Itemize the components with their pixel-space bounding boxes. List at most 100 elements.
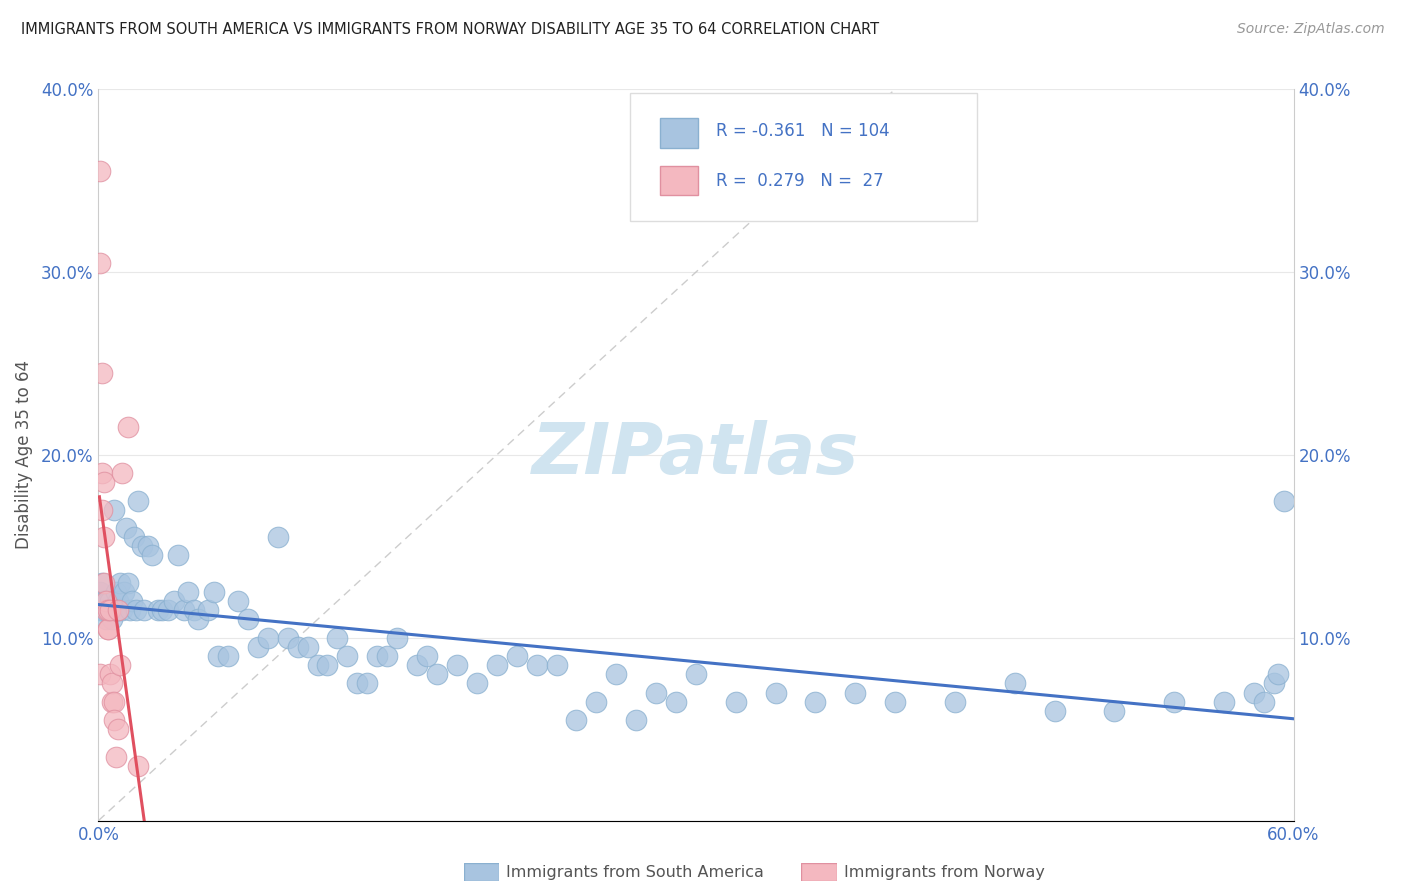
FancyBboxPatch shape [661, 166, 699, 195]
Point [125, 603, 148, 617]
FancyBboxPatch shape [630, 93, 977, 221]
Point [103, 603, 125, 617]
Point [110, 658, 132, 673]
Point [111, 466, 134, 480]
Point [101, 613, 124, 627]
Point [1253, 695, 1275, 709]
Point [366, 649, 388, 664]
Point [93, 603, 115, 617]
Point [256, 631, 278, 645]
Point [526, 658, 548, 673]
Point [150, 603, 173, 617]
Point [120, 603, 142, 617]
Point [97, 622, 120, 636]
Point [117, 420, 139, 434]
Point [426, 667, 449, 681]
Point [385, 631, 409, 645]
Point [97, 622, 120, 636]
Point [89, 667, 111, 681]
Point [236, 613, 259, 627]
Point [93, 576, 115, 591]
Point [277, 631, 299, 645]
Point [546, 658, 568, 673]
Point [173, 603, 195, 617]
Text: R =  0.279   N =  27: R = 0.279 N = 27 [716, 171, 884, 190]
Point [157, 603, 180, 617]
Point [100, 603, 122, 617]
Point [100, 667, 122, 681]
FancyBboxPatch shape [661, 119, 699, 148]
Point [134, 603, 156, 617]
Point [605, 667, 627, 681]
Point [107, 603, 129, 617]
Point [91, 603, 114, 617]
Point [93, 475, 115, 490]
Point [336, 649, 359, 664]
Point [202, 585, 225, 599]
Point [107, 594, 129, 608]
Point [103, 695, 125, 709]
Point [96, 603, 118, 617]
Point [844, 685, 866, 699]
Point [91, 603, 114, 617]
Point [101, 695, 124, 709]
Point [1243, 685, 1265, 699]
Point [100, 594, 122, 608]
Point [89, 164, 111, 178]
Point [565, 713, 588, 727]
Point [127, 758, 149, 772]
Point [297, 640, 319, 654]
Point [136, 539, 159, 553]
Point [626, 713, 648, 727]
Point [1102, 704, 1125, 718]
Point [103, 713, 125, 727]
Point [765, 685, 787, 699]
Point [100, 603, 122, 617]
Point [375, 649, 398, 664]
Point [105, 585, 128, 599]
Point [177, 585, 200, 599]
Point [506, 649, 529, 664]
Point [103, 502, 125, 516]
Point [346, 676, 368, 690]
Point [287, 640, 309, 654]
Point [307, 658, 329, 673]
Point [187, 613, 209, 627]
Point [96, 603, 118, 617]
Point [585, 695, 607, 709]
Point [665, 695, 688, 709]
Point [96, 613, 118, 627]
Point [685, 667, 707, 681]
Point [97, 603, 120, 617]
Text: IMMIGRANTS FROM SOUTH AMERICA VS IMMIGRANTS FROM NORWAY DISABILITY AGE 35 TO 64 : IMMIGRANTS FROM SOUTH AMERICA VS IMMIGRA… [21, 22, 879, 37]
Point [93, 594, 115, 608]
Point [107, 603, 129, 617]
Point [111, 603, 134, 617]
Point [115, 521, 138, 535]
Point [105, 749, 128, 764]
Point [107, 723, 129, 737]
Point [356, 676, 378, 690]
Point [1212, 695, 1234, 709]
Point [645, 685, 668, 699]
Y-axis label: Disability Age 35 to 64: Disability Age 35 to 64 [14, 360, 32, 549]
Point [446, 658, 468, 673]
Text: Source: ZipAtlas.com: Source: ZipAtlas.com [1237, 22, 1385, 37]
Point [101, 603, 124, 617]
Point [100, 603, 122, 617]
Text: ZIPatlas: ZIPatlas [533, 420, 859, 490]
Point [101, 676, 124, 690]
Text: R = -0.361   N = 104: R = -0.361 N = 104 [716, 122, 890, 140]
Point [127, 493, 149, 508]
Point [1043, 704, 1066, 718]
Point [163, 594, 186, 608]
Point [91, 366, 114, 380]
Point [207, 649, 229, 664]
Point [124, 530, 146, 544]
Point [148, 603, 170, 617]
Text: Immigrants from South America: Immigrants from South America [506, 865, 763, 880]
Point [89, 256, 111, 270]
Point [93, 603, 115, 617]
Point [96, 594, 118, 608]
Point [884, 695, 907, 709]
